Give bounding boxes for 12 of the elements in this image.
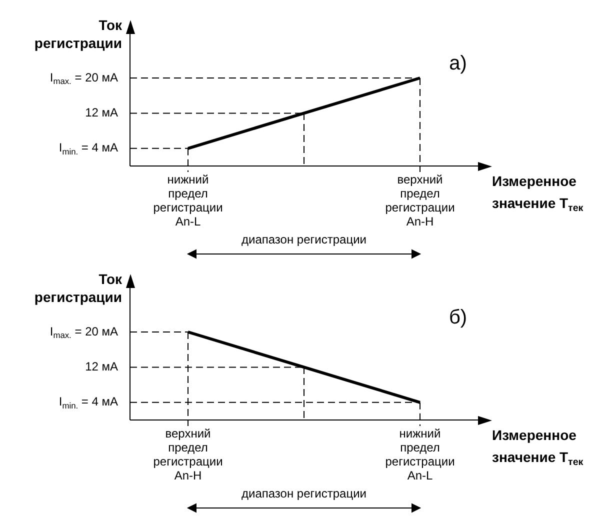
text: а) <box>449 52 467 75</box>
text: диапазон регистрации <box>242 232 366 246</box>
y-tick-label: 12 мА <box>85 360 118 374</box>
y-tick-label: 12 мА <box>85 106 118 120</box>
x-tick-label: верхний предел регистрации An-H <box>385 172 455 228</box>
annotation: б) <box>448 306 468 329</box>
text: диапазон регистрации <box>242 486 366 500</box>
x-tick-label: верхний предел регистрации An-H <box>153 426 223 482</box>
x-tick-label: нижний предел регистрации An-L <box>153 172 223 228</box>
x-tick-label: нижний предел регистрации An-L <box>385 426 455 482</box>
y-axis-title: Ток регистрации <box>34 16 123 51</box>
y-axis-title: Ток регистрации <box>34 270 123 305</box>
